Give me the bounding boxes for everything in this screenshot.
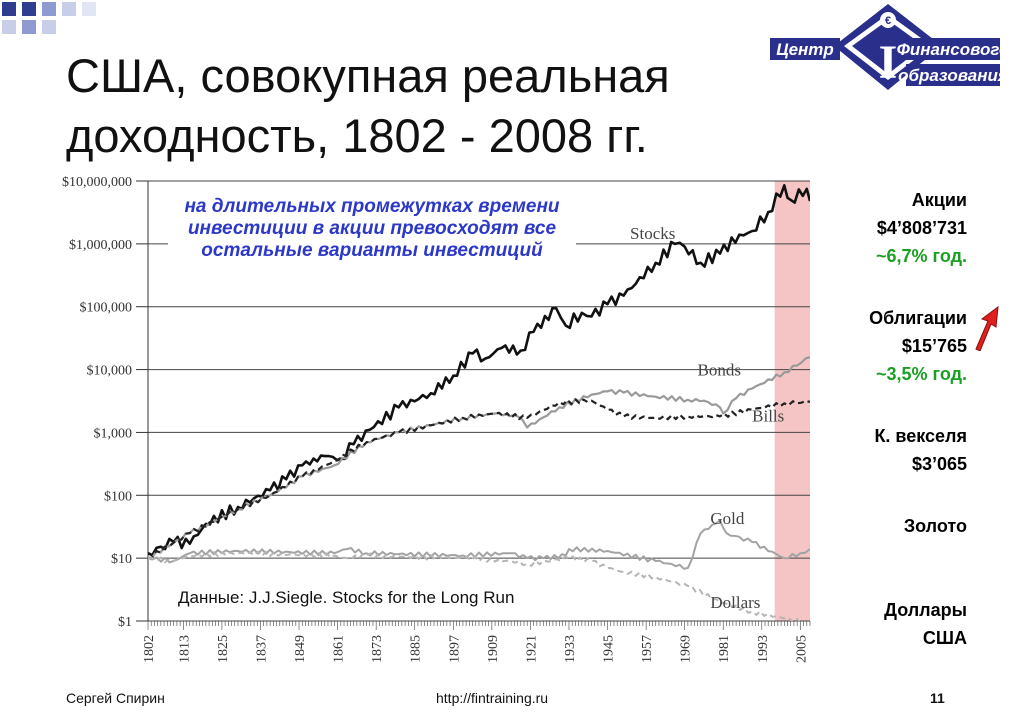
returns-chart: $10,000,000 $1,000,000 $100,000 $10,000 $1,0…	[62, 175, 811, 663]
logo-text-1: Центр	[776, 40, 834, 59]
slide-title: США, совокупная реальная доходность, 180…	[66, 46, 786, 166]
y-tick-label: $100	[104, 489, 132, 504]
x-tick-label: 1813	[177, 635, 192, 663]
series-dollars	[148, 550, 807, 621]
x-tick-label: 1993	[756, 635, 771, 663]
x-tick-label: 1849	[293, 635, 308, 663]
dollars-label-line-2: США	[922, 628, 967, 648]
stocks-rate: ~6,7% год.	[876, 246, 967, 266]
series-label-dollars: Dollars	[710, 593, 760, 612]
series-stocks	[148, 184, 810, 557]
logo-letter: I	[879, 36, 898, 89]
series-label-bills: Bills	[752, 406, 784, 425]
x-tick-label: 2005	[794, 635, 809, 663]
chart-annotation: на длительных промежутках времени инвест…	[168, 196, 576, 262]
series-label-stocks: Stocks	[630, 224, 675, 243]
title-line-2: доходность, 1802 - 2008 гг.	[66, 109, 648, 162]
bonds-rate: ~3,5% год.	[876, 364, 967, 384]
y-tick-label: $10,000,000	[62, 175, 132, 190]
euro-icon	[880, 12, 896, 28]
stocks-value: $4’808’731	[876, 218, 967, 238]
series-label-bonds: Bonds	[698, 361, 741, 380]
footer-author: Сергей Спирин	[66, 690, 165, 706]
x-tick-label: 1873	[370, 635, 385, 663]
x-tick-label: 1969	[679, 635, 694, 663]
footer-url[interactable]: http://fintraining.ru	[436, 690, 549, 706]
x-tick-label: 1802	[142, 635, 157, 663]
series-label-gold: Gold	[710, 509, 745, 528]
bonds-value: $15’765	[901, 336, 967, 356]
dollars-label-line-1: Доллары	[884, 600, 967, 620]
x-tick-label: 1909	[486, 635, 501, 663]
x-tick-label: 1981	[717, 635, 732, 663]
logo: € I Центр Финансового образования	[770, 4, 1002, 90]
arrow-up-icon	[975, 305, 999, 351]
x-tick-label: 1897	[447, 635, 462, 663]
x-tick-label: 1945	[602, 635, 617, 663]
logo-text-2: Финансового	[897, 40, 1002, 59]
y-tick-label: $100,000	[80, 301, 133, 316]
bills-label: К. векселя	[874, 426, 967, 446]
series-bills	[148, 398, 810, 560]
logo-text-3: образования	[898, 66, 1002, 85]
stocks-label: Акции	[911, 190, 967, 210]
x-tick-label: 1885	[409, 635, 424, 663]
y-tick-label: $1,000	[94, 426, 133, 441]
decorative-squares	[0, 0, 130, 48]
series-gold	[148, 519, 810, 570]
x-tick-label: 1837	[254, 635, 269, 663]
page-number: 11	[930, 690, 945, 706]
y-tick-label: $10	[111, 552, 132, 567]
y-tick-label: $1,000,000	[69, 238, 132, 253]
x-tick-label: 1957	[640, 635, 655, 663]
x-tick-label: 1825	[216, 635, 231, 663]
x-tick-label: 1861	[332, 635, 347, 663]
logo-symbol: €	[885, 15, 891, 27]
title-line-1: США, совокупная реальная	[66, 49, 670, 102]
x-tick-label: 1921	[524, 635, 539, 663]
x-tick-label: 1933	[563, 635, 578, 663]
side-panel: Акции $4’808’731 ~6,7% год. Облигации $1…	[767, 186, 967, 652]
bonds-label: Облигации	[869, 308, 967, 328]
y-tick-label: $1	[118, 615, 132, 630]
bills-value: $3’065	[911, 454, 967, 474]
y-tick-label: $10,000	[87, 364, 133, 379]
source-note: Данные: J.J.Siegle. Stocks for the Long …	[172, 588, 521, 608]
gold-label: Золото	[903, 516, 967, 536]
